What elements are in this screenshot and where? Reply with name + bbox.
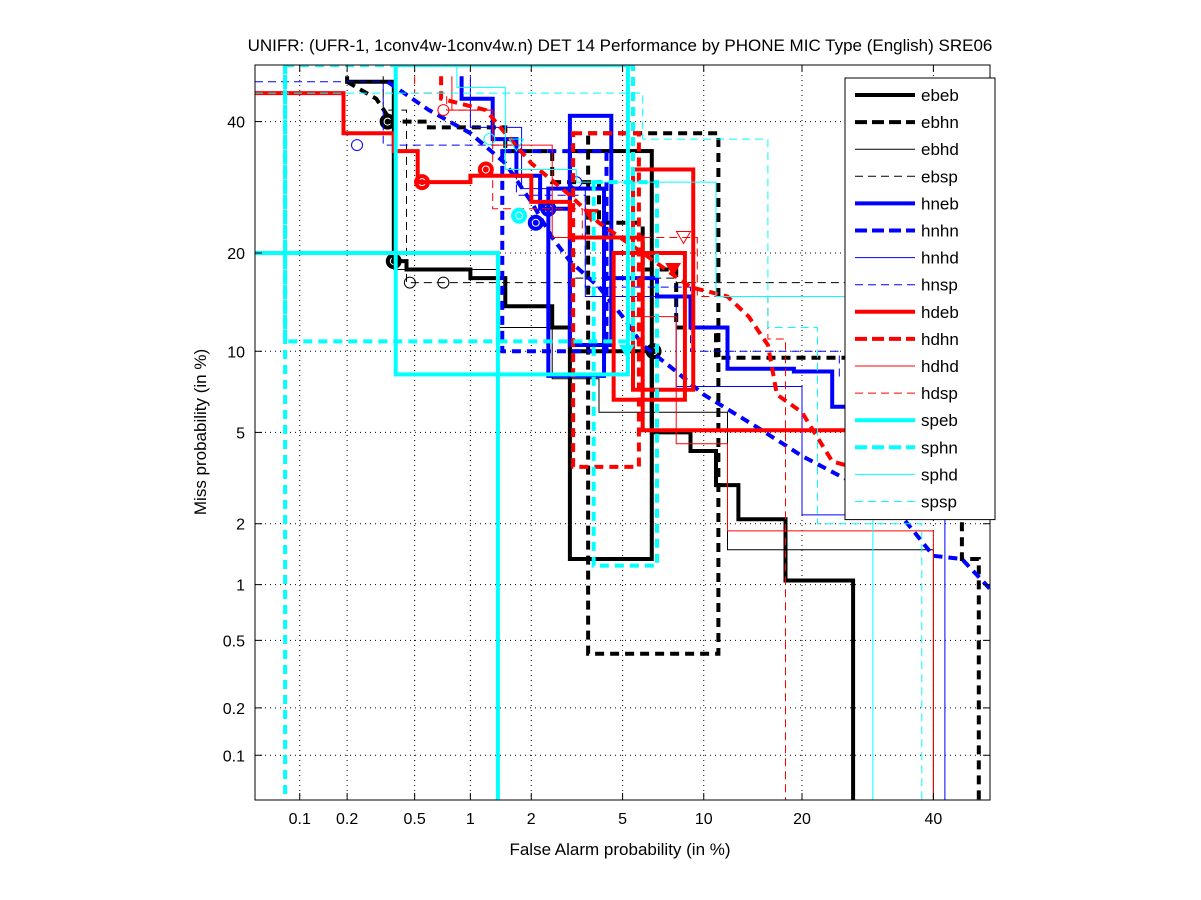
- series-hdsp: [414, 76, 786, 800]
- legend: ebeb ebhn ebhd ebsp hneb hnhn hnhd hnsp hdeb hdhn…: [844, 77, 996, 521]
- x-ticks: 0.1 0.2 0.5 1 2 5 10 20 40: [289, 65, 943, 828]
- legend-label: hnhd: [921, 249, 959, 268]
- legend-item-hdhn: hdhn: [855, 330, 959, 349]
- marker-hnhn: [527, 214, 544, 231]
- x-tick-label: 0.1: [289, 811, 311, 828]
- x-axis-label: False Alarm probability (in %): [509, 840, 730, 859]
- marker-ebsp: [403, 276, 416, 289]
- marker-speb: [511, 207, 528, 224]
- confidence-box-speb: [393, 65, 630, 377]
- marker-hdeb: [477, 161, 494, 178]
- marker-hnsp: [351, 139, 364, 152]
- legend-item-ebhd: ebhd: [855, 140, 959, 159]
- legend-item-ebsp: ebsp: [855, 167, 958, 186]
- x-tick-label: 20: [793, 811, 811, 828]
- det-curve-hnsp: [255, 81, 840, 379]
- legend-label: ebhn: [921, 113, 959, 132]
- triangle-marker-hdsp: [675, 230, 692, 245]
- chart-title: UNIFR: (UFR-1, 1conv4w-1conv4w.n) DET 14…: [248, 36, 993, 55]
- legend-item-speb: speb: [855, 411, 958, 430]
- y-tick-label: 0.1: [223, 748, 245, 765]
- y-tick-label: 0.2: [223, 701, 245, 718]
- legend-box: [844, 77, 996, 521]
- legend-item-hnhn: hnhn: [855, 222, 959, 241]
- legend-label: speb: [921, 411, 958, 430]
- det-curve-ebhd: [393, 93, 934, 800]
- series-ebsp: [382, 76, 990, 289]
- marker-core-hdeb: [482, 166, 489, 173]
- legend-item-hnhd: hnhd: [855, 249, 959, 268]
- x-tick-label: 10: [695, 811, 713, 828]
- legend-label: spsp: [921, 493, 957, 512]
- series-hnhd: [469, 76, 946, 800]
- y-axis-label: Miss probability (in %): [191, 349, 210, 515]
- series-spsp: [255, 92, 923, 800]
- det-curve-hdsp: [414, 76, 786, 800]
- series-speb: [255, 65, 635, 800]
- series-ebhd: [393, 93, 934, 800]
- legend-label: hdhd: [921, 357, 959, 376]
- det-curve-sphd: [456, 65, 874, 800]
- marker-hdeb: [414, 174, 431, 191]
- confidence-box-hdhn: [571, 131, 641, 469]
- legend-item-sphn: sphn: [855, 438, 958, 457]
- confidence-box-hdeb: [611, 250, 687, 402]
- y-tick-label: 20: [227, 246, 245, 263]
- det-curve-spsp: [255, 92, 923, 800]
- legend-label: hnhn: [921, 222, 959, 241]
- legend-label: sphd: [921, 465, 958, 484]
- triangle-marker-speb: [618, 344, 635, 359]
- x-tick-label: 0.5: [404, 811, 426, 828]
- x-tick-label: 2: [527, 811, 536, 828]
- legend-label: hnsp: [921, 276, 958, 295]
- legend-label: hdeb: [921, 303, 959, 322]
- x-tick-label: 5: [618, 811, 627, 828]
- x-tick-label: 0.2: [336, 811, 358, 828]
- legend-item-spsp: spsp: [855, 493, 957, 512]
- y-tick-label: 2: [236, 517, 245, 534]
- marker-core-hnhn: [532, 219, 539, 226]
- marker-core-ebhn: [384, 118, 391, 125]
- legend-item-ebhn: ebhn: [855, 113, 959, 132]
- legend-item-hdeb: hdeb: [855, 303, 959, 322]
- marker-core-hdeb: [419, 179, 426, 186]
- legend-label: hneb: [921, 194, 959, 213]
- marker-sphd: [483, 133, 496, 146]
- y-tick-label: 40: [227, 115, 245, 132]
- legend-item-hneb: hneb: [855, 194, 959, 213]
- legend-label: sphn: [921, 438, 958, 457]
- legend-item-sphd: sphd: [855, 465, 958, 484]
- marker-hdsp: [437, 104, 450, 117]
- y-ticks: 0.1 0.2 0.5 1 2 5 10 20 40: [223, 115, 990, 765]
- legend-item-hdhd: hdhd: [855, 357, 959, 376]
- y-tick-label: 10: [227, 344, 245, 361]
- legend-item-ebeb: ebeb: [855, 86, 959, 105]
- legend-label: ebsp: [921, 167, 958, 186]
- det-curve-hnhd: [469, 76, 946, 800]
- marker-ebsp: [437, 276, 450, 289]
- legend-label: hdhn: [921, 330, 959, 349]
- det-curve-speb: [255, 251, 500, 800]
- y-tick-label: 5: [236, 425, 245, 442]
- marker-core-speb: [516, 212, 523, 219]
- triangle-marker-hdhn: [665, 262, 681, 277]
- legend-item-hnsp: hnsp: [855, 276, 958, 295]
- confidence-box-hnhn: [500, 149, 609, 354]
- triangle-marker-spsp: [508, 138, 525, 153]
- x-tick-label: 40: [925, 811, 943, 828]
- y-tick-label: 1: [236, 578, 245, 595]
- x-tick-label: 1: [466, 811, 475, 828]
- series-sphd: [456, 65, 874, 800]
- legend-label: ebeb: [921, 86, 959, 105]
- confidence-box-ebhn: [586, 131, 721, 656]
- legend-label: hdsp: [921, 384, 958, 403]
- y-tick-label: 0.5: [223, 633, 245, 650]
- series-hdhn: [439, 76, 990, 509]
- det-curve-hdhn: [439, 76, 990, 509]
- legend-label: ebhd: [921, 140, 959, 159]
- legend-item-hdsp: hdsp: [855, 384, 958, 403]
- det-curve-hdeb: [255, 91, 990, 433]
